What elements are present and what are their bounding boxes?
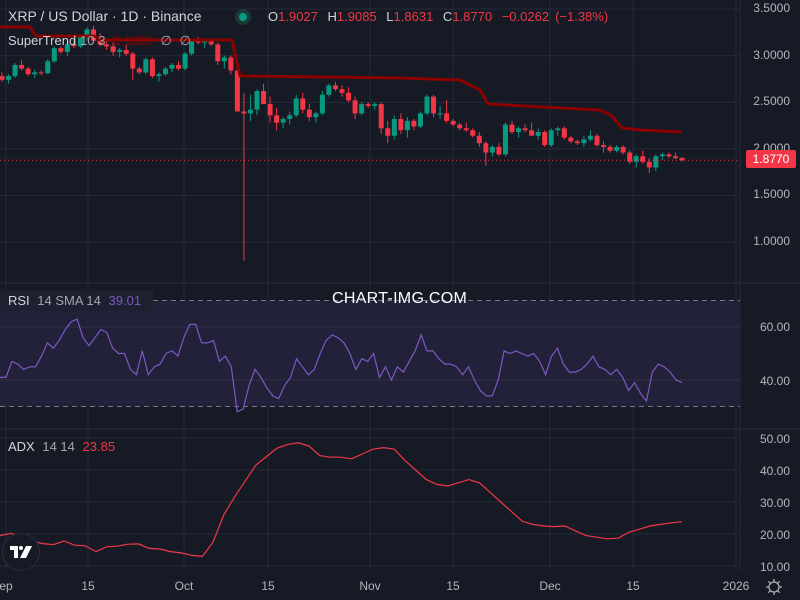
change-value: −0.0262 xyxy=(501,9,550,24)
last-price-tag: 1.8770 xyxy=(746,150,796,168)
ohlc-legend: O1.9027 H1.9085 L1.8631 C1.8770 −0.0262 (… xyxy=(268,9,614,24)
price-axis-label: 3.5000 xyxy=(753,1,790,15)
watermark: CHART-IMG.COM xyxy=(332,290,468,307)
high-label: H xyxy=(327,9,337,24)
low-label: L xyxy=(386,9,394,24)
supertrend-params: 10 3 xyxy=(80,33,106,48)
adx-legend[interactable]: ADX 14 14 23.85 xyxy=(8,439,119,454)
adx-axis-label: 10.00 xyxy=(759,560,790,574)
time-axis-label: 15 xyxy=(261,579,275,593)
time-axis-label: 15 xyxy=(446,579,460,593)
time-axis-label: Oct xyxy=(174,579,194,593)
time-axis-label: 15 xyxy=(81,579,95,593)
tradingview-logo-icon[interactable] xyxy=(2,533,40,571)
time-axis-label: Dec xyxy=(539,579,561,593)
high-value: 1.9085 xyxy=(336,9,377,24)
rsi-value: 39.01 xyxy=(108,293,142,308)
rsi-params: 14 SMA 14 xyxy=(37,293,101,308)
time-axis-label: Nov xyxy=(359,579,381,593)
low-value: 1.8631 xyxy=(393,9,434,24)
rsi-axis-label: 40.00 xyxy=(759,374,790,388)
settings-gear-icon[interactable] xyxy=(765,578,783,596)
supertrend-legend[interactable]: SuperTrend 10 3 2.1620 ∅ ∅ xyxy=(8,33,195,49)
time-axis-label: 15 xyxy=(626,579,640,593)
adx-axis-label: 20.00 xyxy=(759,528,790,542)
supertrend-name: SuperTrend xyxy=(8,33,77,48)
adx-name: ADX xyxy=(8,439,35,454)
price-axis-label: 1.5000 xyxy=(753,187,790,201)
rsi-legend[interactable]: RSI 14 SMA 14 39.01 xyxy=(0,291,154,311)
symbol-title-text: XRP / US Dollar · 1D · Binance xyxy=(8,8,202,24)
adx-axis-label: 50.00 xyxy=(759,432,790,446)
adx-value: 23.85 xyxy=(82,439,116,454)
change-percent: (−1.38%) xyxy=(555,9,609,24)
close-label: C xyxy=(442,9,453,24)
supertrend-na-2: ∅ xyxy=(179,33,191,48)
open-value: 1.9027 xyxy=(278,9,318,24)
rsi-axis-label: 60.00 xyxy=(759,320,790,334)
supertrend-value: 2.1620 xyxy=(113,33,153,48)
symbol-title[interactable]: XRP / US Dollar · 1D · Binance xyxy=(8,8,205,24)
supertrend-na-1: ∅ xyxy=(160,33,172,48)
rsi-name: RSI xyxy=(8,293,30,308)
time-axis-label: ep xyxy=(0,579,13,593)
adx-axis-label: 30.00 xyxy=(759,496,790,510)
market-status-icon xyxy=(235,9,251,25)
price-axis-label: 1.0000 xyxy=(753,234,790,248)
close-value: 1.8770 xyxy=(452,9,493,24)
time-axis-label: 2026 xyxy=(722,579,750,593)
open-label: O xyxy=(268,9,279,24)
price-axis-label: 2.5000 xyxy=(753,94,790,108)
price-axis-label: 3.0000 xyxy=(753,48,790,62)
adx-axis-label: 40.00 xyxy=(759,464,790,478)
adx-params: 14 14 xyxy=(42,439,75,454)
